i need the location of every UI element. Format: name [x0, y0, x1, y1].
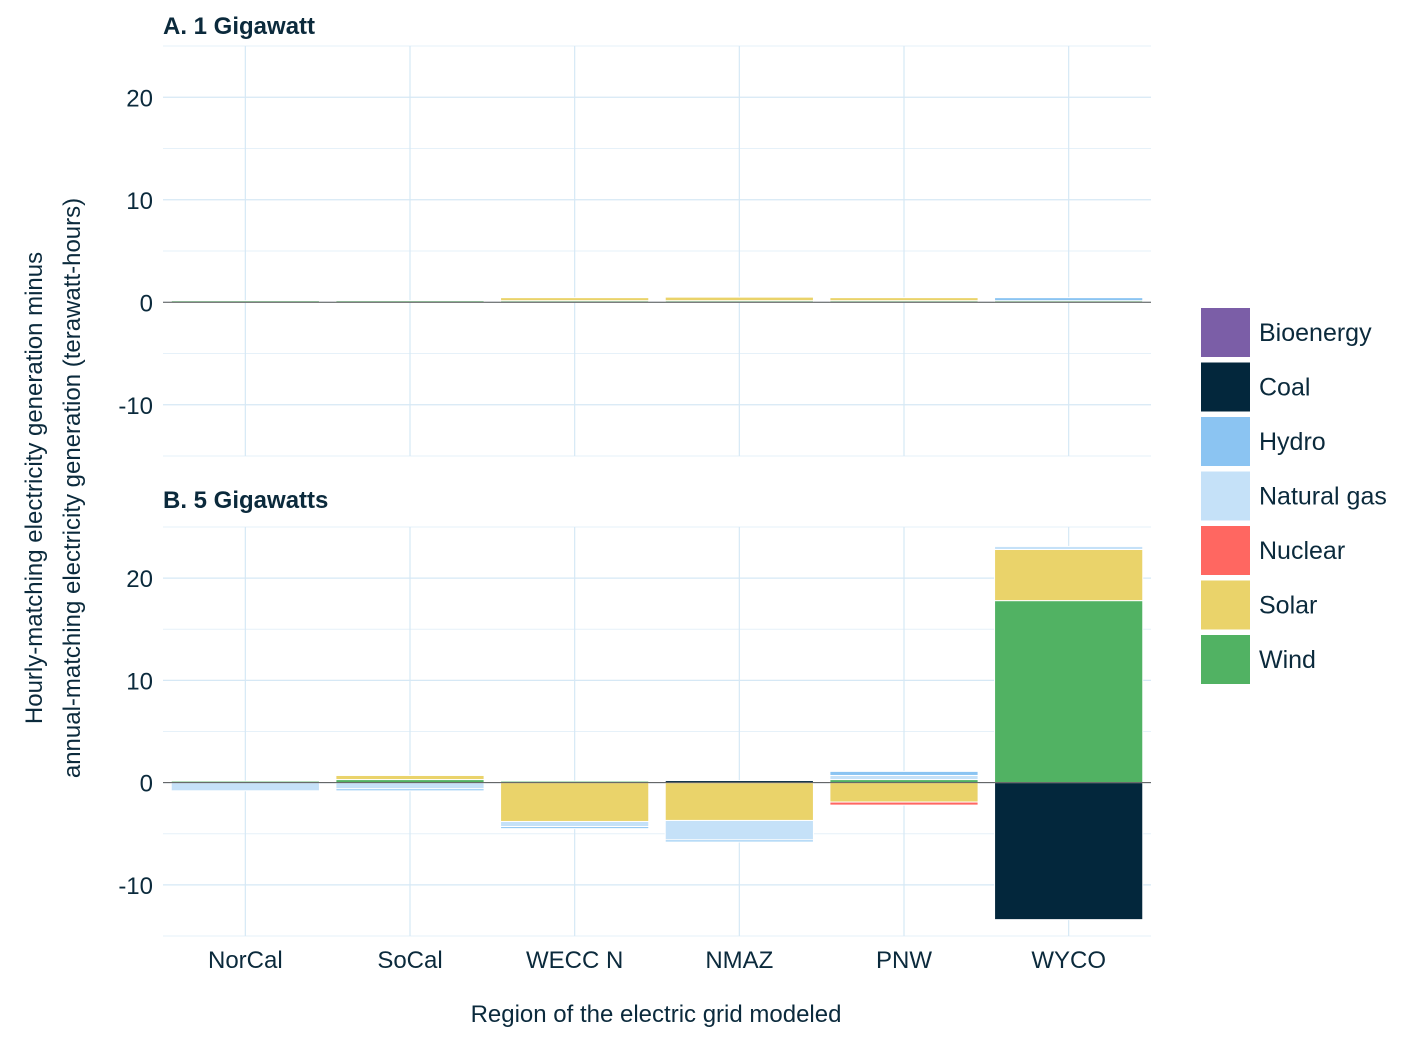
- bar-wecc-n-solar: [500, 297, 650, 302]
- panel-a-y-ticks: -10 0 10 20: [118, 85, 153, 420]
- y-tick-label: 0: [140, 290, 153, 317]
- x-axis-tick-labels: NorCal SoCal WECC N NMAZ PNW WYCO: [208, 947, 1106, 974]
- bar-wyco-wind: [994, 600, 1144, 784]
- y-tick-label: 10: [126, 668, 153, 695]
- legend-swatch-bioenergy: [1201, 308, 1250, 357]
- bar-pnw-nuclear: [829, 801, 979, 806]
- legend-label-bioenergy: Bioenergy: [1259, 319, 1372, 347]
- y-tick-label: 20: [126, 85, 153, 112]
- bar-socal-natural-gas: [335, 782, 485, 790]
- legend-label-coal: Coal: [1259, 374, 1310, 402]
- legend-swatch-nuclear: [1201, 526, 1250, 575]
- legend-swatch-solar: [1201, 580, 1250, 630]
- x-tick-label-pnw: PNW: [876, 947, 932, 974]
- legend-swatch-coal: [1201, 362, 1250, 412]
- x-axis-title: Region of the electric grid modeled: [471, 1001, 842, 1028]
- bar-nmaz-hydro: [664, 839, 814, 843]
- bar-socal-solar: [335, 774, 485, 781]
- legend: Bioenergy Coal Hydro Natural gas Nuclear Sola…: [1201, 308, 1387, 684]
- panel-title-a: A. 1 Gigawatt: [163, 13, 315, 40]
- bar-wyco-coal: [994, 782, 1144, 921]
- bar-norcal-natural-gas: [170, 782, 320, 792]
- legend-swatch-natural-gas: [1201, 471, 1250, 521]
- bar-wyco-hydro: [994, 297, 1144, 302]
- y-axis-title-line-1: Hourly-matching electricity generation m…: [21, 252, 48, 724]
- panel-a-bars: [163, 296, 1151, 303]
- legend-label-wind: Wind: [1259, 646, 1316, 674]
- bar-socal-hydro: [335, 788, 485, 792]
- x-tick-label-nmaz: NMAZ: [705, 947, 773, 974]
- x-tick-label-wecc-n: WECC N: [526, 947, 623, 974]
- bar-nmaz-solar: [664, 296, 814, 302]
- legend-swatch-hydro: [1201, 417, 1250, 466]
- legend-label-hydro: Hydro: [1259, 428, 1326, 456]
- panel-title-b: B. 5 Gigawatts: [163, 487, 328, 514]
- legend-label-natural-gas: Natural gas: [1259, 483, 1387, 511]
- x-tick-label-norcal: NorCal: [208, 947, 283, 974]
- y-tick-label: 10: [126, 188, 153, 215]
- bar-wyco-natural-gas: [994, 545, 1144, 550]
- bar-pnw-solar: [829, 782, 979, 803]
- panel-a-grid: [163, 45, 1151, 457]
- bar-pnw-natural-gas: [829, 774, 979, 781]
- y-axis-title-line-2: annual-matching electricity generation (…: [59, 198, 86, 778]
- bar-wecc-n-solar: [500, 782, 650, 822]
- y-tick-label: -10: [118, 873, 153, 900]
- panel-b-5-gigawatts: B. 5 Gigawatts -10 0 10 20: [118, 487, 1151, 937]
- panel-a-1-gigawatt: A. 1 Gigawatt -10 0 10 20: [118, 13, 1151, 457]
- legend-swatch-wind: [1201, 635, 1250, 684]
- bar-nmaz-solar: [664, 782, 814, 821]
- x-tick-label-wyco: WYCO: [1031, 947, 1106, 974]
- bar-wyco-solar: [994, 548, 1144, 602]
- x-tick-label-socal: SoCal: [377, 947, 442, 974]
- y-tick-label: -10: [118, 393, 153, 420]
- bar-nmaz-natural-gas: [664, 819, 814, 841]
- bar-wecc-n-natural-gas: [500, 820, 650, 828]
- y-axis-title: Hourly-matching electricity generation m…: [21, 198, 86, 778]
- legend-label-nuclear: Nuclear: [1259, 537, 1345, 565]
- bar-wecc-n-hydro: [500, 826, 650, 830]
- bar-pnw-solar: [829, 297, 979, 302]
- y-tick-label: 20: [126, 566, 153, 593]
- panel-b-y-ticks: -10 0 10 20: [118, 566, 153, 900]
- bar-pnw-hydro: [829, 770, 979, 776]
- legend-label-solar: Solar: [1259, 592, 1317, 620]
- panel-b-bars: [163, 545, 1151, 921]
- y-tick-label: 0: [140, 771, 153, 798]
